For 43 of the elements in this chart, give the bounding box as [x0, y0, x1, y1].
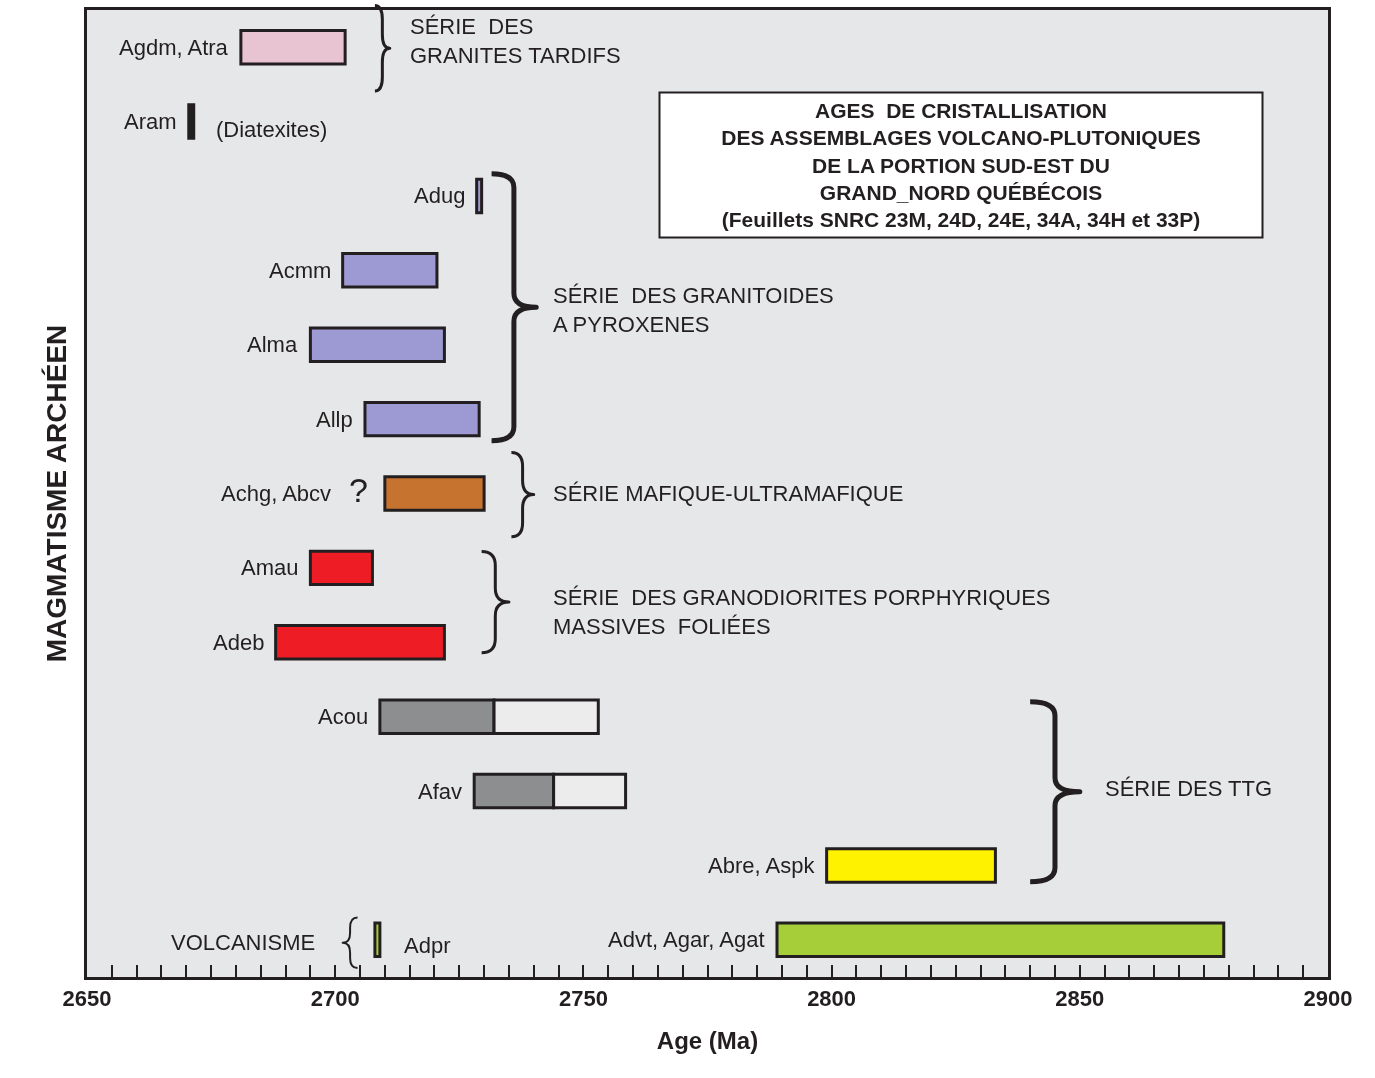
annotation: ? — [349, 471, 368, 509]
x-tick-label: 2700 — [310, 986, 360, 1012]
y-tick-label: Acmm — [269, 258, 332, 283]
x-axis-title: Age (Ma) — [656, 1026, 759, 1054]
annotation: Adpr — [404, 933, 451, 958]
bar — [475, 177, 484, 215]
bar — [308, 326, 446, 363]
annotation: SÉRIE DES GRANITES TARDIFS — [410, 14, 621, 68]
bar — [341, 252, 439, 289]
bar — [187, 103, 196, 140]
y-tick-label: Alma — [247, 332, 298, 357]
y-tick-label: Afav — [418, 779, 463, 804]
x-tick-label: 2750 — [558, 986, 608, 1012]
x-tick-label: 2800 — [807, 986, 857, 1012]
y-tick-label: Acou — [318, 704, 369, 729]
y-tick-label: Abre, Aspk — [708, 853, 816, 878]
y-tick-label: Adug — [414, 183, 466, 208]
y-tick-label: Aram — [124, 109, 177, 134]
x-tick-label: 2850 — [1055, 986, 1105, 1012]
annotation: VOLCANISME — [171, 930, 316, 955]
annotation: SÉRIE MAFIQUE-ULTRAMAFIQUE — [553, 481, 904, 506]
y-tick-label: Allp — [316, 407, 353, 432]
bar — [308, 549, 374, 587]
y-tick-label: Advt, Agar, Agat — [608, 927, 765, 952]
bar — [825, 847, 997, 884]
y-tick-label: Agdm, Atra — [119, 35, 229, 60]
bar — [363, 400, 481, 438]
annotation: (Diatexites) — [216, 117, 328, 142]
x-tick-label: 2900 — [1303, 986, 1353, 1012]
bar — [383, 475, 486, 512]
y-tick-label: Adeb — [213, 630, 265, 655]
annotation: SÉRIE DES TTG — [1105, 776, 1273, 801]
y-tick-label: Achg, Abcv — [221, 481, 332, 506]
text: AGES DE CRISTALLISATION DES ASSEMBLAGES VOLCANO-PLUTONIQUES DE LA PORTION SUD-EST DU GRAND_NORD QUÉBÉCOIS (Feuillets SNRC 23M, 24D, 24E, 34A, 34H et 33P) — [721, 99, 1201, 232]
annotation: SÉRIE DES GRANITOIDES A PYROXENES — [553, 283, 834, 337]
bar — [239, 28, 347, 66]
bar — [775, 921, 1226, 959]
x-tick-label: 2650 — [62, 986, 112, 1012]
y-axis-title: MAGMATISME ARCHÉEN — [40, 324, 72, 663]
bar — [373, 921, 382, 959]
annotation: SÉRIE DES GRANODIORITES PORPHYRIQUES MASSIVES FOLIÉES — [553, 585, 1051, 639]
bar — [274, 624, 446, 661]
y-tick-label: Amau — [241, 555, 299, 580]
